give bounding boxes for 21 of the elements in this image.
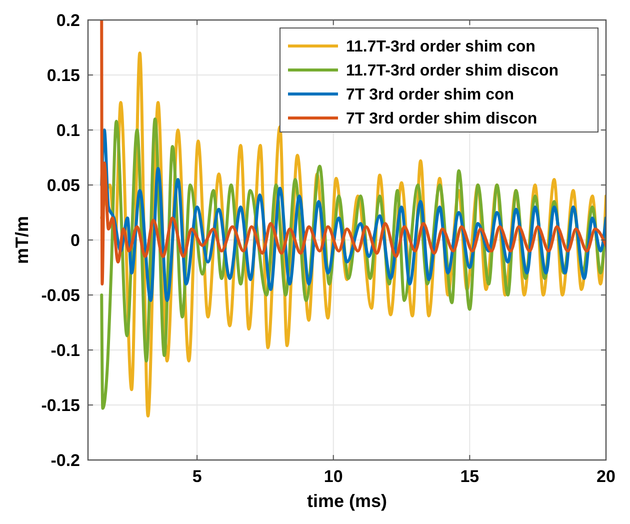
y-tick-label: -0.1: [50, 340, 80, 360]
legend-label: 7T 3rd order shim con: [346, 86, 514, 104]
y-tick-label: 0.15: [46, 66, 80, 85]
x-tick-label: 15: [460, 467, 480, 486]
y-tick-label: -0.05: [41, 286, 80, 305]
x-tick-label: 5: [192, 467, 202, 486]
y-axis-title: mT/m: [12, 216, 32, 264]
y-tick-label: -0.15: [41, 396, 80, 415]
x-axis-title: time (ms): [306, 491, 388, 511]
y-tick-label: 0: [70, 230, 80, 250]
y-tick-label: 0.05: [46, 176, 80, 195]
y-tick-label: 0.2: [56, 10, 80, 30]
legend-label: 7T 3rd order shim discon: [346, 110, 538, 128]
x-tick-label: 20: [596, 467, 616, 486]
y-tick-label: -0.2: [50, 450, 80, 470]
legend-label: 11.7T-3rd order shim discon: [346, 62, 559, 80]
legend-label: 11.7T-3rd order shim con: [346, 38, 536, 56]
x-tick-label: 10: [324, 467, 343, 486]
y-tick-label: 0.1: [56, 120, 80, 140]
line-series: [100, 20, 606, 286]
line-series: [100, 128, 606, 302]
